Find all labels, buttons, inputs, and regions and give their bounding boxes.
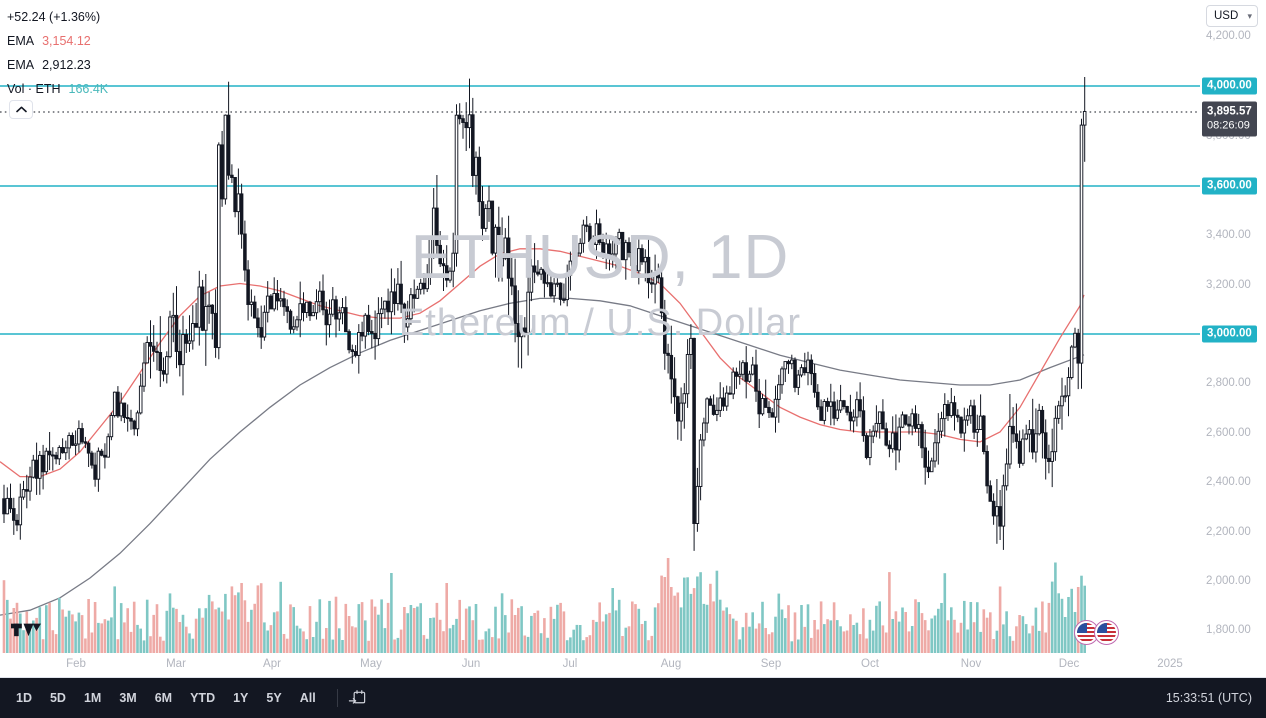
go-to-date-button[interactable]: [348, 689, 367, 708]
price-tick: 3,400.00: [1206, 229, 1251, 241]
level-price-badge-3600[interactable]: 3,600.00: [1202, 177, 1257, 195]
price-tick: 4,200.00: [1206, 30, 1251, 42]
time-tick: Nov: [960, 658, 982, 670]
time-tick: Jun: [461, 658, 481, 670]
candlestick-series: [2, 77, 1087, 551]
time-tick: May: [360, 658, 382, 670]
time-tick: Feb: [66, 658, 86, 670]
flag-canton: [1097, 623, 1107, 633]
ema-slow-line: [0, 297, 1085, 616]
range-button-ytd[interactable]: YTD: [190, 691, 216, 705]
time-tick: Sep: [760, 658, 782, 670]
flag-inner: [1077, 623, 1096, 642]
current-price-value: 3,895.57: [1207, 105, 1252, 118]
flag-canton: [1077, 623, 1087, 633]
tradingview-logo-icon: [11, 617, 41, 642]
ema-fast-line: [0, 248, 1085, 478]
volume-histogram: [2, 558, 1086, 653]
level-price-badge-4000[interactable]: 4,000.00: [1202, 77, 1257, 95]
bar-countdown: 08:26:09: [1207, 119, 1250, 132]
time-axis[interactable]: Feb Mar Apr May Jun Jul Aug Sep Oct Nov …: [0, 653, 1266, 678]
chart-canvas[interactable]: ETHUSD, 1D Ethereum / U.S. Dollar: [0, 0, 1200, 653]
chevron-down-icon: ▾: [1247, 10, 1252, 21]
clock-utc[interactable]: 15:33:51 (UTC): [1165, 691, 1252, 705]
time-tick: Mar: [166, 658, 186, 670]
time-tick: 2025: [1157, 658, 1183, 670]
price-tick: 2,600.00: [1206, 427, 1251, 439]
price-axis[interactable]: 4,200.00 3,800.00 3,400.00 3,200.00 2,80…: [1200, 0, 1266, 674]
range-button-1m[interactable]: 1M: [83, 691, 102, 705]
range-button-all[interactable]: All: [299, 691, 316, 705]
currency-selector[interactable]: USD ▾: [1206, 5, 1258, 27]
economic-event-flags[interactable]: [1074, 620, 1119, 645]
time-tick: Apr: [263, 658, 281, 670]
currency-selected-label: USD: [1214, 10, 1239, 22]
price-tick: 2,400.00: [1206, 476, 1251, 488]
range-button-1y[interactable]: 1Y: [233, 691, 249, 705]
us-flag-event-badge-2[interactable]: [1094, 620, 1119, 645]
calendar-goto-icon: [348, 689, 365, 704]
price-tick: 2,200.00: [1206, 526, 1251, 538]
flag-inner: [1097, 623, 1116, 642]
range-button-1d[interactable]: 1D: [16, 691, 32, 705]
chevron-up-icon: [15, 106, 27, 113]
time-tick: Dec: [1058, 658, 1080, 670]
level-price-badge-3000[interactable]: 3,000.00: [1202, 325, 1257, 343]
price-plot: [0, 77, 1200, 653]
time-tick: Jul: [562, 658, 578, 670]
price-tick: 2,800.00: [1206, 377, 1251, 389]
current-price-badge[interactable]: 3,895.57 08:26:09: [1202, 101, 1257, 137]
price-tick: 3,200.00: [1206, 279, 1251, 291]
bottom-toolbar: 1D 5D 1M 3M 6M YTD 1Y 5Y All 15:33:51 (U…: [0, 678, 1266, 718]
time-tick: Oct: [861, 658, 879, 670]
range-button-6m[interactable]: 6M: [154, 691, 173, 705]
toolbar-divider: [336, 689, 338, 707]
range-button-3m[interactable]: 3M: [119, 691, 137, 705]
range-button-5y[interactable]: 5Y: [266, 691, 282, 705]
axis-divider: [0, 677, 1266, 678]
price-tick: 2,000.00: [1206, 575, 1251, 587]
collapse-pane-button[interactable]: [9, 100, 33, 119]
level-lines: [0, 85, 1200, 335]
time-tick: Aug: [660, 658, 682, 670]
range-button-5d[interactable]: 5D: [49, 691, 66, 705]
price-tick: 1,800.00: [1206, 624, 1251, 636]
